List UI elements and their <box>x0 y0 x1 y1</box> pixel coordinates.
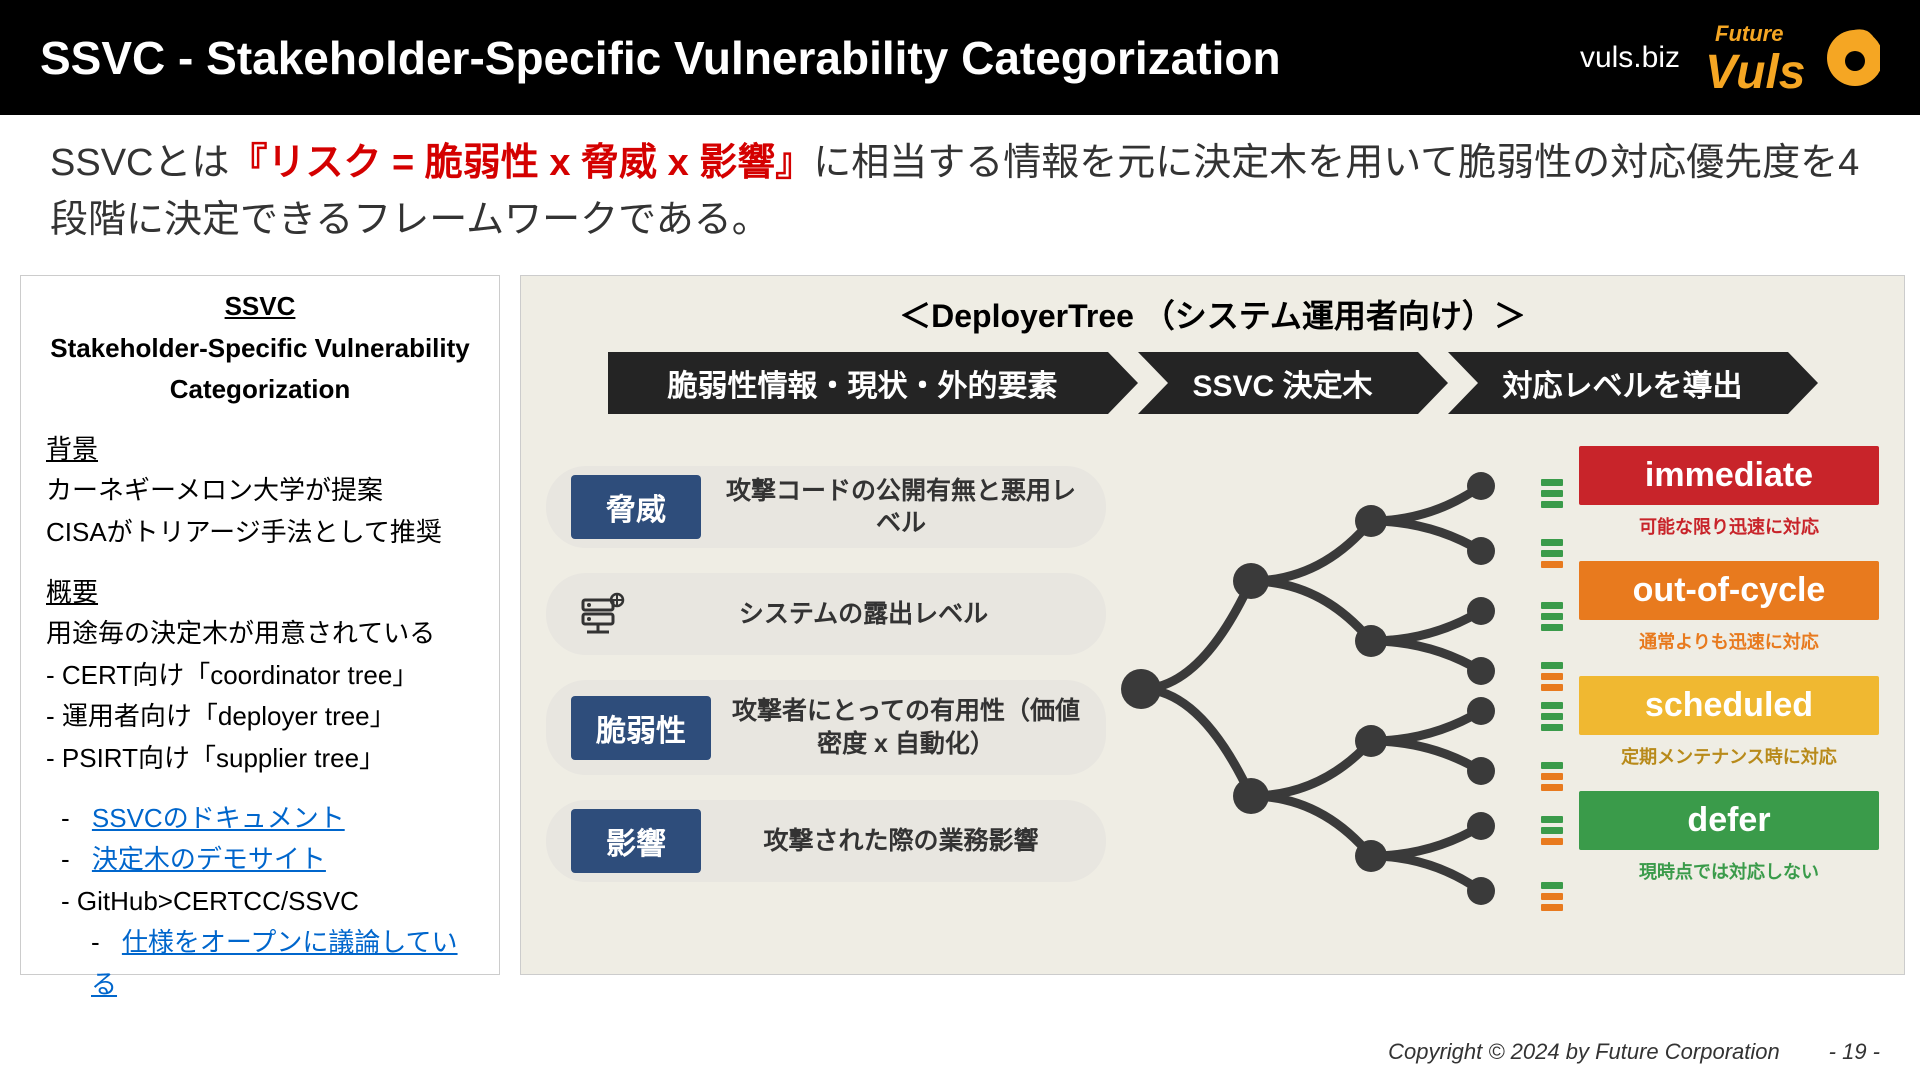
output-label: scheduled <box>1579 686 1879 725</box>
input-text: 攻撃された際の業務影響 <box>721 825 1081 858</box>
sidebar-link-demo[interactable]: 決定木のデモサイト <box>92 844 326 874</box>
server-icon <box>571 589 631 639</box>
decision-tree <box>1121 451 1541 926</box>
sidebar-panel: SSVC Stakeholder-Specific Vulnerability … <box>20 275 500 975</box>
leaf-marker <box>1541 662 1563 669</box>
input-row-vuln: 脆弱性 攻撃者にとっての有用性（価値密度 x 自動化） <box>546 680 1106 775</box>
svg-text:Future: Future <box>1715 21 1783 46</box>
output-level-scheduled: scheduled <box>1579 676 1879 735</box>
leaf-marker <box>1541 624 1563 631</box>
sidebar-section-overview: 概要 <box>46 572 474 614</box>
output-level-immediate: immediate <box>1579 446 1879 505</box>
process-ribbon: 脆弱性情報・現状・外的要素 SSVC 決定木 対応レベルを導出 <box>521 352 1904 414</box>
sidebar-subheading-b: Categorization <box>46 369 474 411</box>
leaf-marker <box>1541 816 1563 823</box>
ribbon-step-1: 脆弱性情報・現状・外的要素 <box>608 352 1108 414</box>
sidebar-text: CISAがトリアージ手法として推奨 <box>46 512 474 554</box>
header-bar: SSVC - Stakeholder-Specific Vulnerabilit… <box>0 0 1920 115</box>
leaf-marker <box>1541 827 1563 834</box>
ribbon-step-3: 対応レベルを導出 <box>1448 352 1788 414</box>
leaf-marker <box>1541 702 1563 709</box>
sidebar-link-row: - 決定木のデモサイト <box>61 839 474 881</box>
sidebar-subheading-a: Stakeholder-Specific Vulnerability <box>46 328 474 370</box>
leaf-marker <box>1541 713 1563 720</box>
copyright-text: Copyright © 2024 by Future Corporation <box>1388 1039 1780 1064</box>
sidebar-text: - 運用者向け「deployer tree」 <box>46 696 474 738</box>
sidebar-text: カーネギーメロン大学が提案 <box>46 470 474 512</box>
leaf-marker <box>1541 490 1563 497</box>
leaf-marker <box>1541 893 1563 900</box>
input-row-impact: 影響 攻撃された際の業務影響 <box>546 800 1106 882</box>
sidebar-link-row: - SSVCのドキュメント <box>61 798 474 840</box>
leaf-marker <box>1541 882 1563 889</box>
leaf-marker <box>1541 613 1563 620</box>
sidebar-link-row: - 仕様をオープンに議論している <box>91 922 474 1005</box>
output-label: defer <box>1579 801 1879 840</box>
input-text: システムの露出レベル <box>646 598 1081 631</box>
diagram-panel: ＜DeployerTree （システム運用者向け）＞ 脆弱性情報・現状・外的要素… <box>520 275 1905 975</box>
output-level-defer: defer <box>1579 791 1879 850</box>
output-sublabel: 現時点では対応しない <box>1579 858 1879 884</box>
input-text: 攻撃者にとっての有用性（価値密度 x 自動化） <box>731 695 1081 760</box>
brand-url: vuls.biz <box>1580 41 1680 75</box>
output-label: out-of-cycle <box>1579 571 1879 610</box>
leaf-marker <box>1541 684 1563 691</box>
output-column: immediate 可能な限り迅速に対応 out-of-cycle 通常よりも迅速に対… <box>1579 446 1879 906</box>
leaf-marker <box>1541 724 1563 731</box>
output-level-out-of-cycle: out-of-cycle <box>1579 561 1879 620</box>
svg-text:Vuls: Vuls <box>1705 46 1806 99</box>
tag-impact: 影響 <box>571 809 701 873</box>
page-title: SSVC - Stakeholder-Specific Vulnerabilit… <box>40 31 1580 85</box>
leaf-marker <box>1541 501 1563 508</box>
page-number: - 19 - <box>1829 1039 1880 1064</box>
leaf-marker <box>1541 561 1563 568</box>
sidebar-text: - CERT向け「coordinator tree」 <box>46 655 474 697</box>
tag-vuln: 脆弱性 <box>571 696 711 760</box>
brand-logo: Future Vuls <box>1700 13 1880 103</box>
sidebar-link-spec[interactable]: 仕様をオープンに議論している <box>91 927 458 999</box>
input-text: 攻撃コードの公開有無と悪用レベル <box>721 475 1081 540</box>
sidebar-link-docs[interactable]: SSVCのドキュメント <box>92 803 345 833</box>
sidebar-text: - PSIRT向け「supplier tree」 <box>46 738 474 780</box>
sidebar-heading: SSVC <box>46 286 474 328</box>
sidebar-section-background: 背景 <box>46 429 474 471</box>
subtitle-emphasis: 『リスク = 脆弱性 x 脅威 x 影響』 <box>229 142 813 184</box>
output-sublabel: 可能な限り迅速に対応 <box>1579 513 1879 539</box>
input-column: 脅威 攻撃コードの公開有無と悪用レベル システムの露出レベル 脆弱性 攻撃者にと… <box>546 466 1106 907</box>
leaf-marker <box>1541 904 1563 911</box>
leaf-marker <box>1541 762 1563 769</box>
leaf-marker <box>1541 784 1563 791</box>
leaf-marker <box>1541 602 1563 609</box>
subtitle: SSVCとは『リスク = 脆弱性 x 脅威 x 影響』に相当する情報を元に決定木… <box>50 135 1870 249</box>
leaf-marker <box>1541 479 1563 486</box>
output-label: immediate <box>1579 456 1879 495</box>
output-sublabel: 定期メンテナンス時に対応 <box>1579 743 1879 769</box>
input-row-threat: 脅威 攻撃コードの公開有無と悪用レベル <box>546 466 1106 548</box>
diagram-title: ＜DeployerTree （システム運用者向け）＞ <box>521 291 1904 337</box>
leaf-marker <box>1541 838 1563 845</box>
leaf-marker <box>1541 773 1563 780</box>
sidebar-text: 用途毎の決定木が用意されている <box>46 613 474 655</box>
output-sublabel: 通常よりも迅速に対応 <box>1579 628 1879 654</box>
leaf-marker <box>1541 550 1563 557</box>
leaf-marker <box>1541 539 1563 546</box>
tag-threat: 脅威 <box>571 475 701 539</box>
sidebar-text: - GitHub>CERTCC/SSVC <box>61 881 474 923</box>
input-row-exposure: システムの露出レベル <box>546 573 1106 655</box>
ribbon-step-2: SSVC 決定木 <box>1138 352 1418 414</box>
footer: Copyright © 2024 by Future Corporation -… <box>1388 1039 1880 1065</box>
leaf-marker <box>1541 673 1563 680</box>
subtitle-prefix: SSVCとは <box>50 142 229 184</box>
